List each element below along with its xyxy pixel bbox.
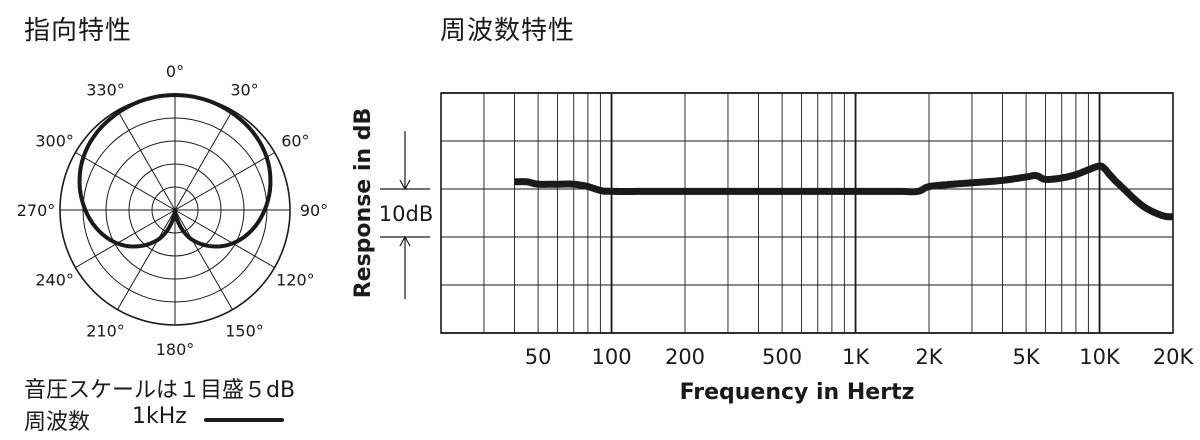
scale-note: 音圧スケールは１目盛５dB	[24, 378, 296, 403]
polar-spoke	[117, 110, 176, 211]
polar-pattern-title: 指向特性	[24, 16, 133, 46]
polar-spoke	[75, 209, 176, 268]
freq-x-tick-label: 200	[665, 345, 705, 369]
polar-spoke	[174, 209, 233, 310]
frequency-response-chart: 50 100 200 500 1K 2K 5K 10K 20K Frequency in Hert…	[351, 92, 1195, 405]
polar-spoke	[117, 209, 176, 310]
polar-angle-label: 0°	[166, 62, 184, 81]
polar-series-1khz	[77, 93, 273, 249]
legend-label: 周波数	[24, 410, 91, 435]
frequency-response-title: 周波数特性	[440, 16, 576, 46]
freq-x-tick-label: 2K	[915, 345, 943, 369]
polar-spoke	[75, 152, 176, 211]
polar-spoke	[174, 152, 275, 211]
polar-angle-label: 60°	[281, 132, 309, 151]
polar-angle-label: 30°	[230, 81, 258, 100]
freq-x-tick-label: 10K	[1079, 345, 1121, 369]
polar-angle-label: 300°	[35, 132, 74, 151]
polar-spoke	[174, 209, 275, 268]
freq-x-tick-label: 100	[592, 345, 632, 369]
legend-frequency: 1kHz	[132, 404, 187, 429]
freq-plot-frame	[440, 92, 1174, 334]
polar-pattern-chart: 0° 30° 60° 90° 120° 150° 180° 210° 240° 270° 300° 3…	[17, 62, 328, 359]
polar-angle-label: 150°	[225, 321, 264, 340]
polar-spoke	[174, 110, 233, 211]
polar-angle-label: 330°	[86, 81, 125, 100]
freq-x-tick-label: 50	[525, 345, 552, 369]
freq-x-tick-label: 1K	[842, 345, 870, 369]
freq-x-axis-label: Frequency in Hertz	[680, 380, 915, 405]
freq-response-curve	[511, 162, 1176, 221]
polar-angle-label: 120°	[276, 271, 315, 290]
polar-angle-label: 270°	[17, 201, 56, 220]
polar-angle-label: 90°	[300, 201, 328, 220]
freq-y-axis-label: Response in dB	[351, 108, 376, 299]
polar-angle-label: 240°	[35, 271, 74, 290]
freq-x-tick-label: 500	[762, 345, 802, 369]
legend-line-swatch	[204, 418, 284, 422]
scale-marker-label: 10dB	[379, 202, 433, 226]
polar-angle-label: 210°	[86, 321, 125, 340]
freq-x-tick-label: 20K	[1153, 345, 1195, 369]
freq-x-tick-label: 5K	[1013, 345, 1041, 369]
polar-angle-label: 180°	[156, 340, 195, 359]
